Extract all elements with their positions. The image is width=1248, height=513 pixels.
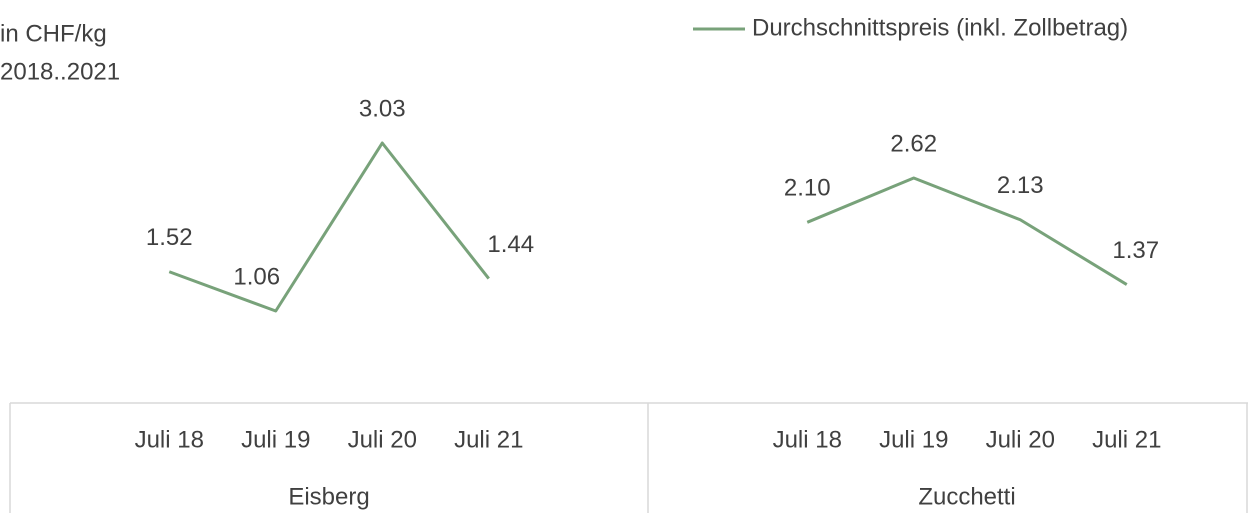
x-tick-label: Juli 19: [241, 426, 310, 453]
line: [806, 176, 1128, 286]
data-label: 2.13: [997, 172, 1044, 199]
x-tick-label: Juli 18: [773, 426, 842, 453]
data-label: 1.06: [233, 263, 280, 290]
data-label: 3.03: [359, 95, 406, 122]
x-tick-label: Juli 21: [454, 426, 523, 453]
x-tick-label: Juli 21: [1092, 426, 1161, 453]
group-label: Zucchetti: [918, 483, 1015, 510]
data-label: 1.44: [487, 231, 534, 258]
y-axis-label: in CHF/kg: [0, 20, 107, 47]
line: [168, 141, 490, 313]
x-tick-label: Juli 20: [986, 426, 1055, 453]
data-label: 1.37: [1112, 237, 1159, 264]
x-tick-label: Juli 19: [879, 426, 948, 453]
x-tick-label: Juli 18: [135, 426, 204, 453]
legend-label: Durchschnittspreis (inkl. Zollbetrag): [752, 14, 1128, 41]
x-tick-label: Juli 20: [348, 426, 417, 453]
group-label: Eisberg: [288, 483, 369, 510]
subtitle: 2018..2021: [0, 58, 120, 85]
data-label: 1.52: [146, 224, 193, 251]
data-label: 2.10: [784, 175, 831, 202]
data-label: 2.62: [890, 130, 937, 157]
